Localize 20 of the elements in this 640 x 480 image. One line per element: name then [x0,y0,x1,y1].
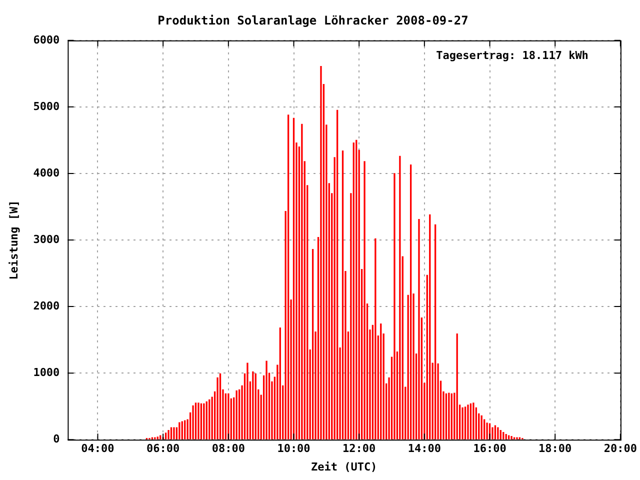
x-tick-label: 20:00 [604,442,638,456]
x-tick-label: 06:00 [146,442,180,456]
x-axis-title: Zeit (UTC) [310,460,378,474]
y-tick-label: 2000 [33,299,60,312]
y-tick-label: 4000 [33,166,60,180]
y-axis-title: Leistung [W] [7,200,20,280]
y-tick-label: 3000 [33,232,60,246]
chart-title: Produktion Solaranlage Löhracker 2008-09-27 [158,13,468,28]
y-tick-label: 6000 [33,33,60,46]
y-tick-label: 0 [53,432,60,446]
y-tick-label: 5000 [33,100,60,113]
x-tick-label: 04:00 [81,442,114,456]
x-tick-label: 18:00 [538,442,572,456]
x-tick-label: 14:00 [408,442,441,456]
x-tick-label: 08:00 [212,442,245,456]
y-tick-label: 1000 [33,366,60,379]
x-tick-label: 16:00 [473,442,506,456]
annotation: Tagesertrag: 18.117 kWh [436,48,588,62]
x-tick-label: 12:00 [342,442,376,456]
x-tick-label: 10:00 [277,442,310,456]
